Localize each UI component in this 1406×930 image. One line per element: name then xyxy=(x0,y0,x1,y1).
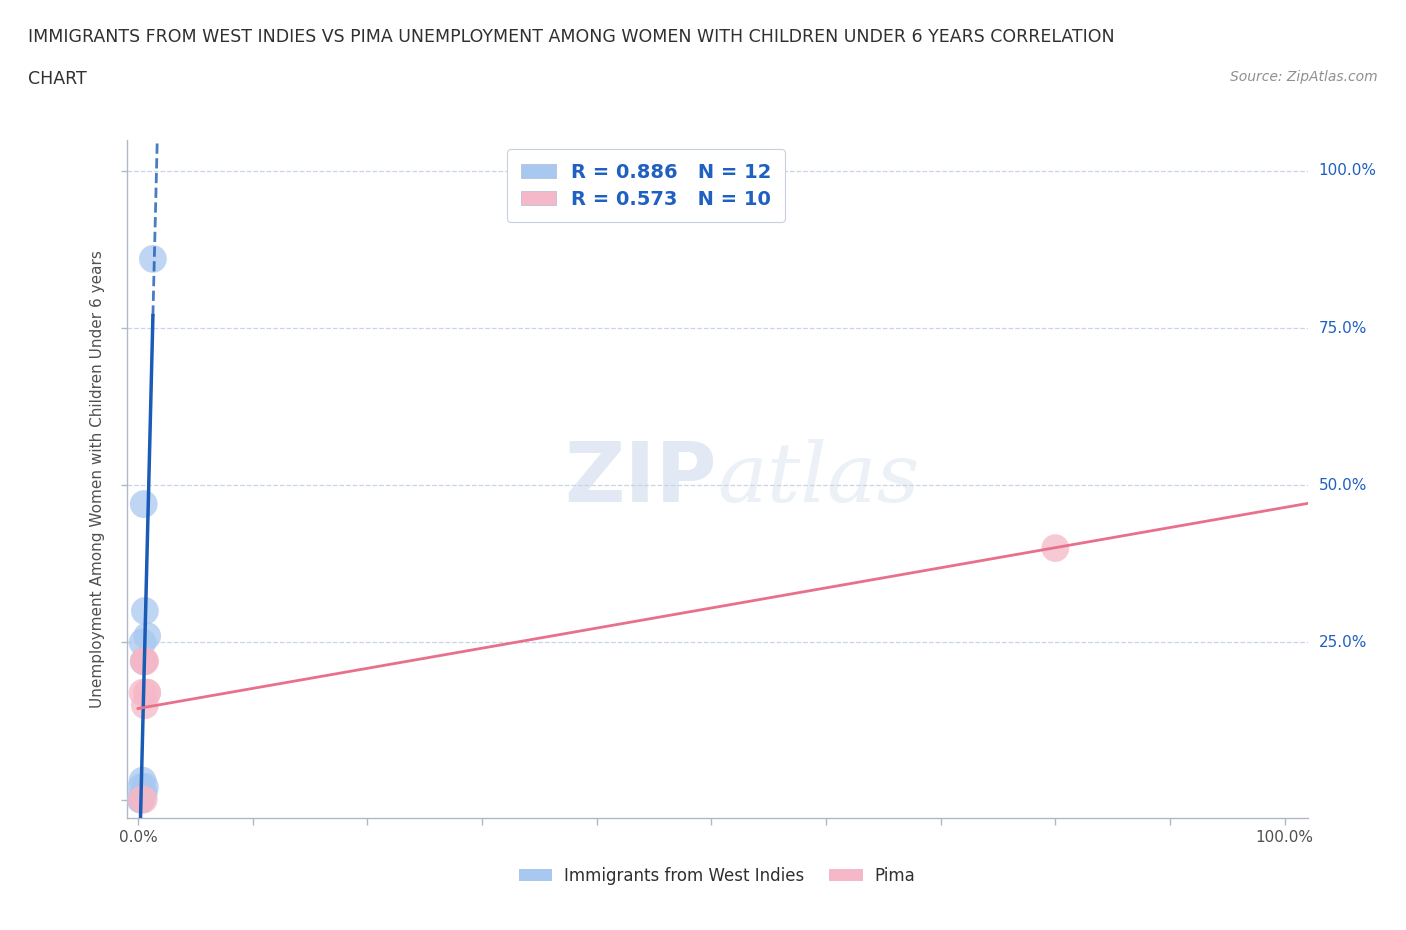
Y-axis label: Unemployment Among Women with Children Under 6 years: Unemployment Among Women with Children U… xyxy=(90,250,105,708)
Text: IMMIGRANTS FROM WEST INDIES VS PIMA UNEMPLOYMENT AMONG WOMEN WITH CHILDREN UNDER: IMMIGRANTS FROM WEST INDIES VS PIMA UNEM… xyxy=(28,28,1115,46)
Point xyxy=(136,685,159,700)
Point xyxy=(134,654,156,669)
Point xyxy=(132,792,155,807)
Text: 25.0%: 25.0% xyxy=(1319,635,1367,650)
Point xyxy=(132,497,155,512)
Point xyxy=(134,698,156,712)
Point xyxy=(131,792,153,807)
Point xyxy=(131,773,153,788)
Point xyxy=(142,251,165,266)
Text: 100.0%: 100.0% xyxy=(1319,164,1376,179)
Point xyxy=(131,779,153,794)
Text: ZIP: ZIP xyxy=(565,438,717,520)
Point xyxy=(131,792,153,807)
Point xyxy=(134,779,156,794)
Point xyxy=(131,635,153,650)
Point xyxy=(129,792,152,807)
Point xyxy=(136,629,159,644)
Text: CHART: CHART xyxy=(28,70,87,87)
Point xyxy=(134,654,156,669)
Text: 50.0%: 50.0% xyxy=(1319,478,1367,493)
Point xyxy=(131,685,153,700)
Text: atlas: atlas xyxy=(717,439,920,519)
Text: 75.0%: 75.0% xyxy=(1319,321,1367,336)
Point xyxy=(132,654,155,669)
Text: Source: ZipAtlas.com: Source: ZipAtlas.com xyxy=(1230,70,1378,84)
Point xyxy=(132,786,155,801)
Point xyxy=(134,604,156,618)
Point xyxy=(132,654,155,669)
Point xyxy=(1045,540,1067,555)
Legend: Immigrants from West Indies, Pima: Immigrants from West Indies, Pima xyxy=(512,860,922,892)
Point xyxy=(136,685,159,700)
